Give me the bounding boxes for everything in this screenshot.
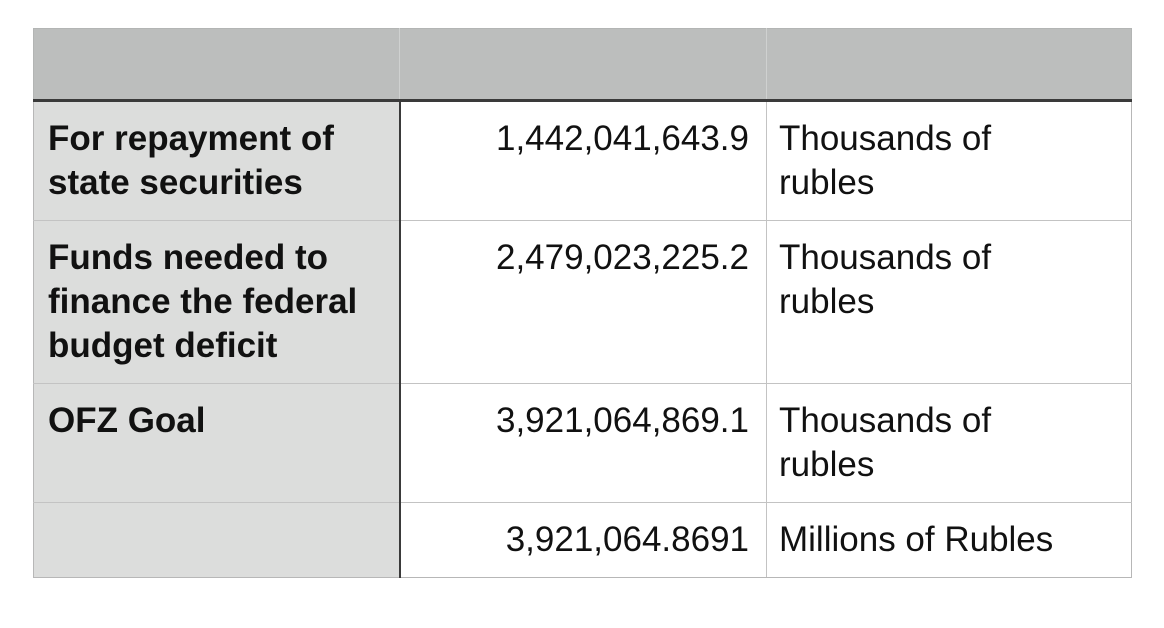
header-cell-label — [33, 28, 400, 102]
row-label-cell: OFZ Goal — [33, 383, 401, 503]
row-unit-cell: Millions of Rubles — [766, 502, 1132, 578]
table-row: OFZ Goal 3,921,064,869.1 Thousands of ru… — [33, 383, 1132, 503]
row-label: Funds needed to finance the federal budg… — [48, 238, 358, 365]
row-unit: Millions of Rubles — [779, 520, 1054, 559]
table-row: For repayment of state securities 1,442,… — [33, 100, 1132, 221]
row-value-cell: 3,921,064.8691 — [399, 502, 767, 578]
row-label-cell: Funds needed to finance the federal budg… — [33, 220, 401, 384]
row-label-cell: For repayment of state securities — [33, 100, 401, 221]
row-unit: Thousands of rubles — [779, 119, 992, 202]
ofz-budget-table: For repayment of state securities 1,442,… — [33, 28, 1132, 578]
table-row: Funds needed to finance the federal budg… — [33, 220, 1132, 384]
header-cell-value — [399, 28, 767, 102]
budget-table-container: For repayment of state securities 1,442,… — [33, 28, 1132, 578]
row-label-cell — [33, 502, 401, 578]
row-value-cell: 3,921,064,869.1 — [399, 383, 767, 503]
row-value-cell: 1,442,041,643.9 — [399, 100, 767, 221]
table-row: 3,921,064.8691 Millions of Rubles — [33, 502, 1132, 578]
row-label: For repayment of state securities — [48, 119, 334, 202]
row-unit: Thousands of rubles — [779, 238, 992, 321]
row-label: OFZ Goal — [48, 401, 206, 440]
row-unit-cell: Thousands of rubles — [766, 220, 1132, 384]
table-header-row — [33, 28, 1132, 102]
header-cell-unit — [766, 28, 1132, 102]
row-unit: Thousands of rubles — [779, 401, 992, 484]
row-unit-cell: Thousands of rubles — [766, 383, 1132, 503]
row-unit-cell: Thousands of rubles — [766, 100, 1132, 221]
row-value-cell: 2,479,023,225.2 — [399, 220, 767, 384]
